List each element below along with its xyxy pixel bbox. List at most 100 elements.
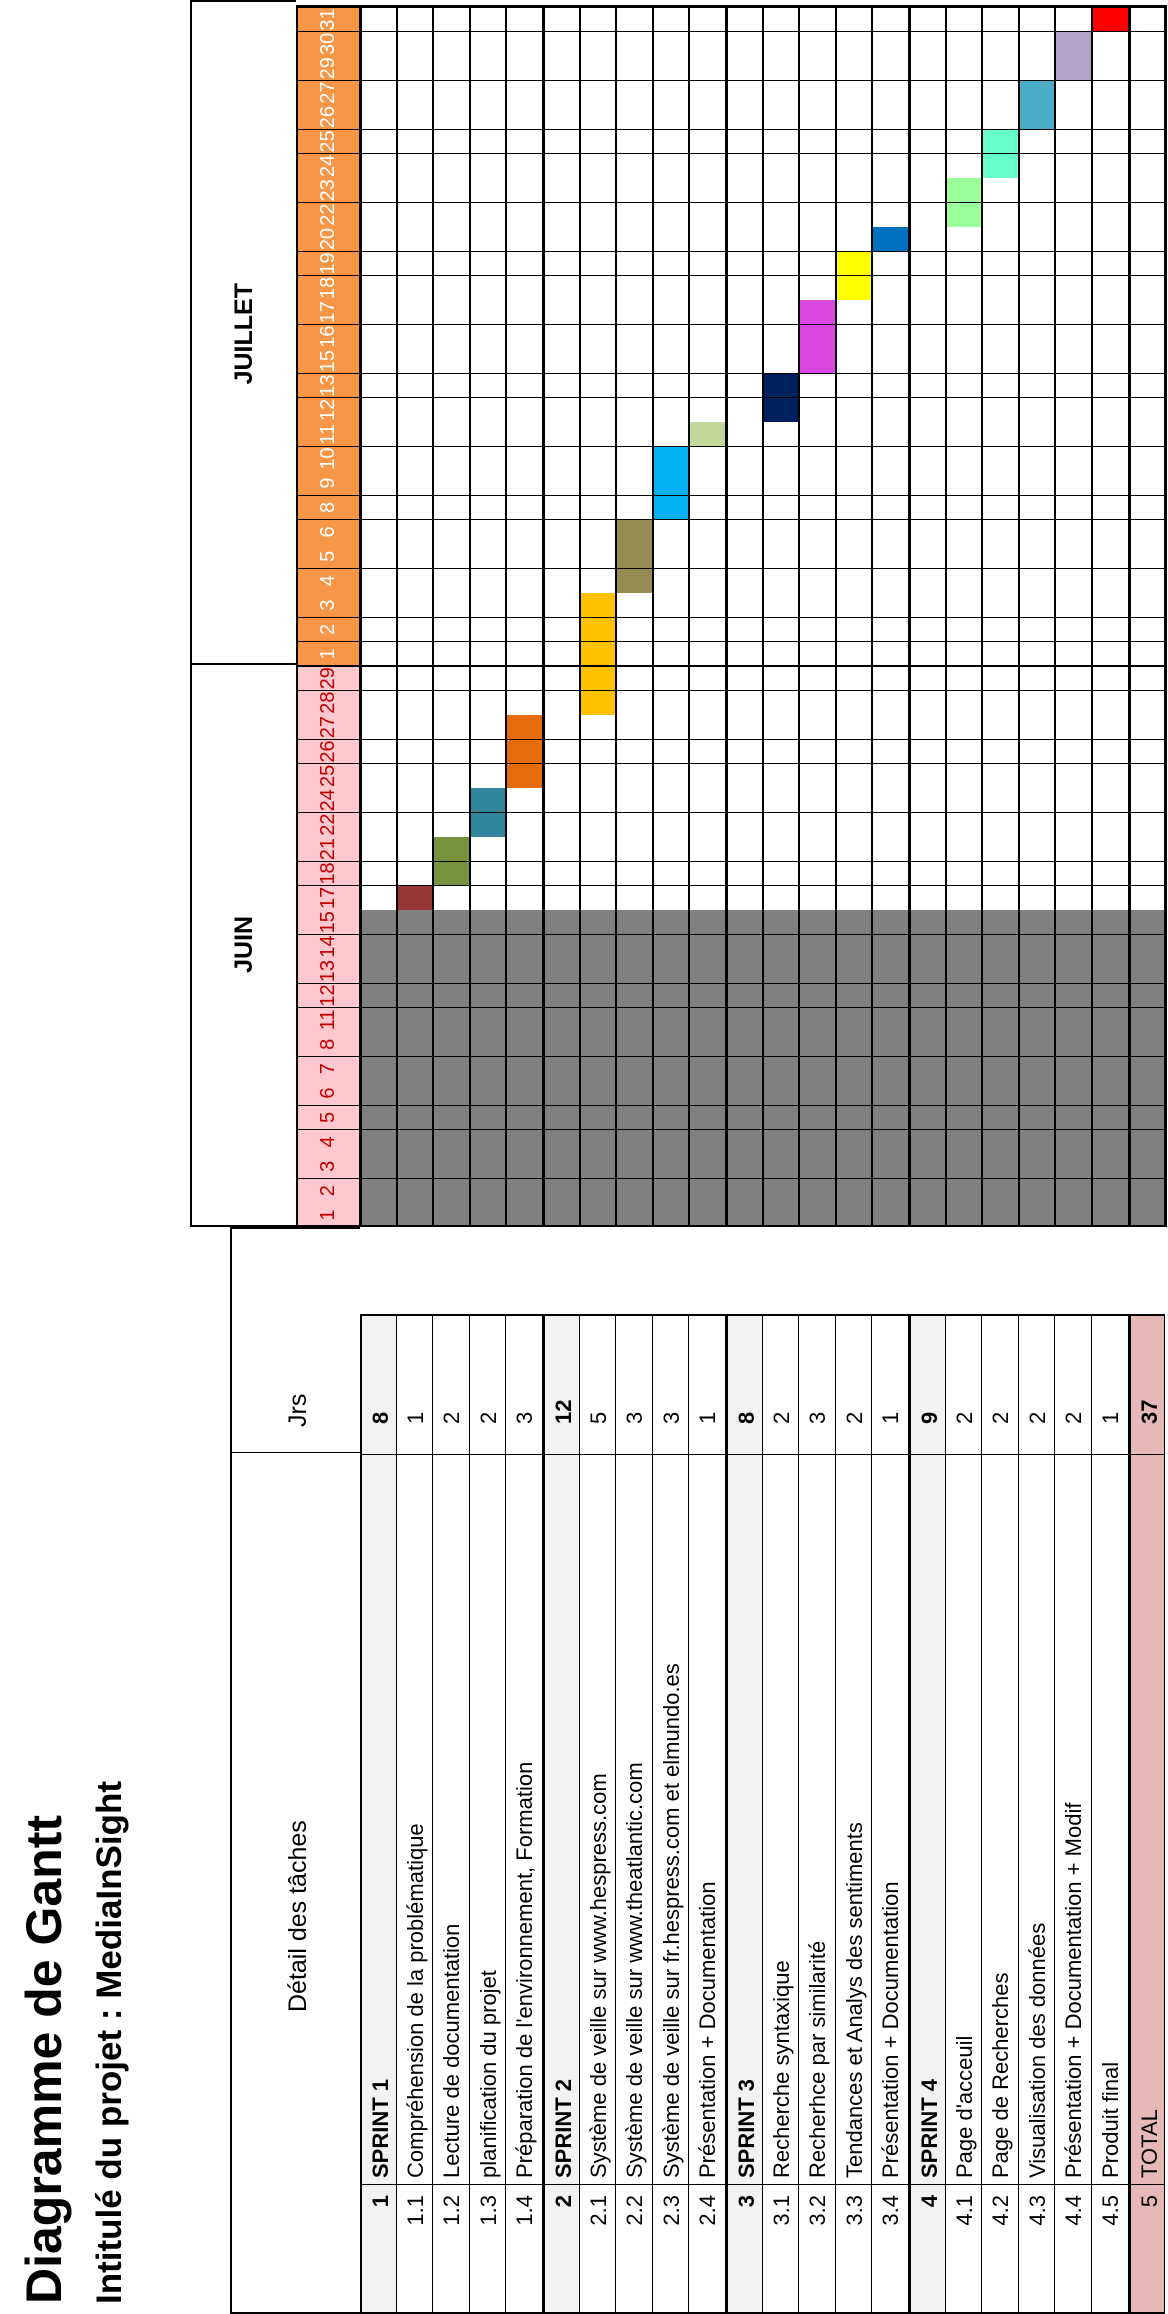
gantt-cell	[835, 79, 873, 105]
gantt-cell	[909, 30, 946, 56]
gantt-cell	[543, 1006, 580, 1032]
gantt-cell	[543, 494, 580, 520]
gantt-cell	[872, 982, 909, 1008]
gantt-bar-cell	[433, 860, 470, 886]
task-duration-cell: 3	[616, 1314, 653, 1454]
day-header-cell: 26	[296, 738, 360, 764]
gantt-cell	[689, 128, 726, 154]
gantt-cell	[1018, 348, 1056, 373]
gantt-cell	[909, 518, 946, 544]
gantt-cell	[506, 494, 543, 520]
gantt-cell	[543, 396, 580, 422]
gantt-cell	[506, 299, 543, 325]
gantt-cell	[762, 177, 800, 203]
gantt-bar-cell	[506, 738, 543, 764]
gantt-cell	[616, 152, 653, 178]
gantt-cell	[909, 714, 946, 739]
gantt-cell	[872, 1177, 909, 1203]
day-header-cell: 22	[296, 201, 360, 227]
gantt-cell	[652, 811, 690, 837]
gantt-cell	[726, 1104, 763, 1130]
gantt-cell	[982, 104, 1019, 129]
task-number: 4.1	[951, 2195, 977, 2226]
gantt-cell	[579, 470, 617, 495]
gantt-cell	[616, 177, 653, 203]
gantt-cell	[1018, 470, 1056, 495]
gantt-cell	[433, 567, 470, 593]
gantt-cell	[1055, 860, 1092, 886]
gantt-cell	[762, 567, 800, 593]
gantt-cell	[396, 616, 434, 642]
day-header-cell: 4	[296, 1128, 360, 1154]
gantt-cell	[360, 714, 397, 739]
gantt-cell	[799, 616, 836, 642]
gantt-cell	[469, 445, 507, 471]
gantt-cell	[982, 1128, 1019, 1154]
gantt-cell	[652, 299, 690, 325]
day-header-cell: 29	[296, 665, 360, 691]
gantt-cell	[762, 762, 800, 788]
gantt-cell	[579, 177, 617, 203]
gantt-cell	[1092, 762, 1129, 788]
gantt-cell	[579, 445, 617, 471]
gantt-cell	[543, 323, 580, 349]
gantt-cell	[909, 104, 946, 129]
gantt-cell	[689, 445, 726, 471]
gantt-cell	[506, 811, 543, 837]
gantt-cell	[652, 274, 690, 300]
gantt-cell	[360, 274, 397, 300]
gantt-cell	[469, 323, 507, 349]
gantt-cell	[726, 79, 763, 105]
gantt-cell	[1018, 1031, 1056, 1057]
gantt-cell	[360, 1202, 397, 1227]
gantt-cell	[652, 201, 690, 227]
gantt-cell	[506, 201, 543, 227]
page-title: Diagramme de Gantt	[16, 1814, 72, 2304]
gantt-cell	[945, 1055, 983, 1081]
gantt-cell	[616, 762, 653, 788]
gantt-cell	[1092, 1080, 1129, 1105]
gantt-cell	[396, 787, 434, 813]
task-label: SPRINT 3	[734, 2078, 759, 2178]
gantt-cell	[616, 128, 653, 154]
gantt-cell	[909, 665, 946, 691]
gantt-cell	[982, 567, 1019, 593]
gantt-cell	[506, 396, 543, 422]
gantt-cell	[982, 933, 1019, 959]
gantt-cell	[909, 640, 946, 666]
gantt-cell	[945, 1153, 983, 1179]
gantt-cell	[396, 323, 434, 349]
gantt-cell	[652, 30, 690, 56]
gantt-cell	[360, 1177, 397, 1203]
gantt-cell	[433, 1055, 470, 1081]
gantt-cell	[835, 543, 873, 569]
gantt-cell	[543, 787, 580, 813]
gantt-cell	[1092, 787, 1129, 813]
gantt-cell	[762, 348, 800, 373]
gantt-cell	[835, 811, 873, 837]
gantt-cell	[689, 274, 726, 300]
gantt-cell	[469, 1104, 507, 1130]
gantt-cell	[799, 689, 836, 715]
task-duration: 1	[695, 1411, 721, 1424]
day-header-label: 26	[317, 740, 339, 763]
gantt-cell	[835, 665, 873, 691]
gantt-cell	[945, 665, 983, 691]
gantt-cell	[762, 250, 800, 276]
gantt-cell	[396, 665, 434, 691]
gantt-cell	[726, 811, 763, 837]
day-header-label: 24	[317, 154, 339, 177]
gantt-cell	[945, 762, 983, 788]
gantt-cell	[1055, 299, 1092, 325]
gantt-cell	[652, 689, 690, 715]
gantt-cell	[433, 592, 470, 617]
gantt-cell	[799, 1031, 836, 1057]
gantt-cell	[543, 226, 580, 251]
gantt-cell	[1092, 738, 1129, 764]
gantt-cell	[835, 494, 873, 520]
gantt-cell	[433, 738, 470, 764]
gantt-cell	[1055, 348, 1092, 373]
gantt-cell	[689, 1080, 726, 1105]
gantt-cell	[872, 1104, 909, 1130]
gantt-cell	[543, 1202, 580, 1227]
